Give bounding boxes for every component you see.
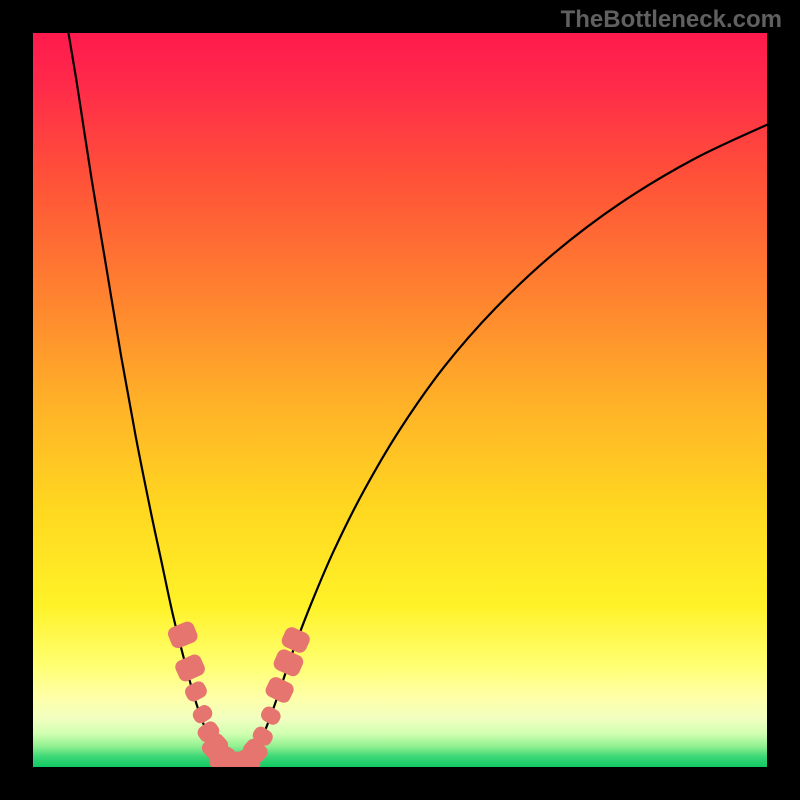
data-marker xyxy=(166,620,200,651)
curve-group xyxy=(66,33,767,765)
chart-stage: TheBottleneck.com xyxy=(0,0,800,800)
data-marker xyxy=(173,652,207,683)
bottleneck-curve-right xyxy=(246,125,767,765)
marker-group xyxy=(166,620,312,767)
data-marker xyxy=(263,675,296,705)
watermark-text: TheBottleneck.com xyxy=(561,6,782,34)
data-marker xyxy=(258,704,283,727)
plot-overlay xyxy=(33,33,767,767)
plot-area xyxy=(33,33,767,767)
data-marker xyxy=(183,679,210,704)
bottleneck-curve-left xyxy=(66,33,230,765)
